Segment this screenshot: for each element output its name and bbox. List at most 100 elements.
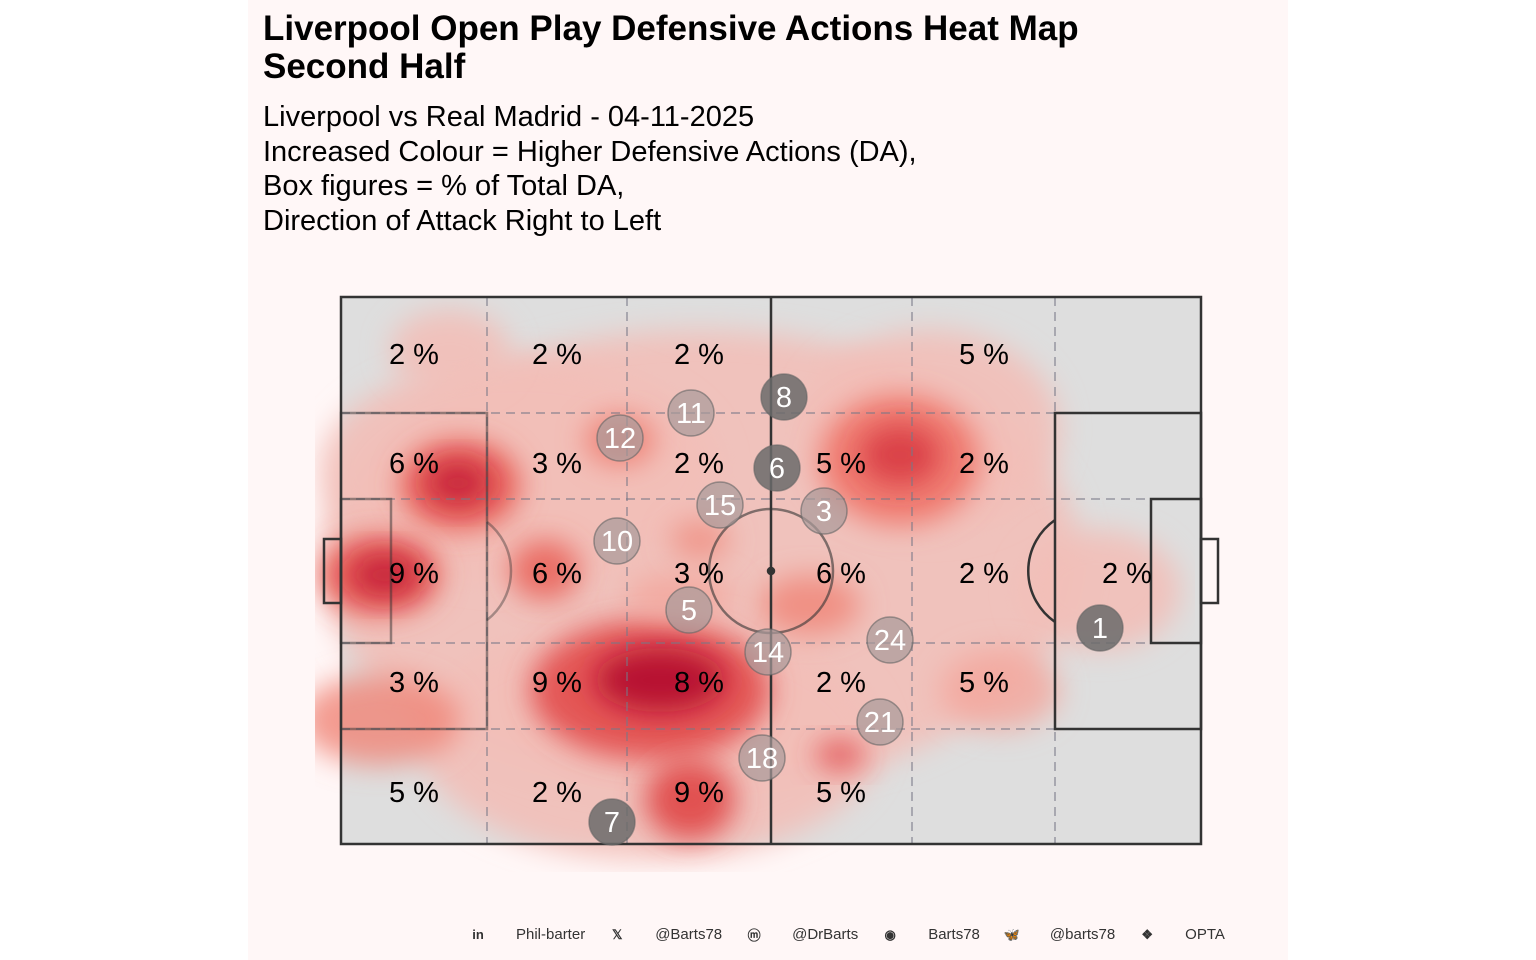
marker-circle	[800, 487, 848, 535]
player-marker: 24	[866, 616, 914, 664]
marker-circle	[744, 628, 792, 676]
footer-text: @DrBarts	[792, 926, 859, 943]
player-marker: 14	[744, 628, 792, 676]
right-penalty-arc	[1027, 518, 1056, 624]
density-blob	[940, 650, 1060, 730]
density-layer	[315, 310, 1180, 860]
marker-circle	[753, 444, 801, 492]
marker-circle	[866, 616, 914, 664]
zone-percentage: 2 %	[674, 448, 724, 480]
right-goal	[1199, 537, 1220, 605]
x-icon[interactable]: 𝕏	[611, 926, 623, 942]
zone-percentage: 5 %	[389, 777, 439, 809]
zone-percentage: 3 %	[532, 448, 582, 480]
density-blob	[350, 553, 420, 597]
marker-circle	[588, 798, 636, 846]
density-blob	[645, 760, 735, 840]
zone-percentage: 3 %	[674, 558, 724, 590]
marker-circle	[738, 734, 786, 782]
marker-circle	[760, 373, 808, 421]
chart-title: Liverpool Open Play Defensive Actions He…	[263, 10, 1079, 86]
subtitle-line: Liverpool vs Real Madrid - 04-11-2025	[263, 101, 755, 133]
player-number: 24	[874, 625, 906, 657]
player-marker: 12	[596, 414, 644, 462]
centre-spot	[766, 566, 776, 576]
github-icon[interactable]: ◉	[884, 926, 896, 942]
player-marker: 1	[1076, 604, 1124, 652]
marker-circle	[856, 698, 904, 746]
zone-percentage: 5 %	[816, 777, 866, 809]
zone-percentage: 8 %	[674, 667, 724, 699]
player-marker: 11	[667, 389, 715, 437]
title-line-2: Second Half	[263, 47, 466, 86]
zone-percentage: 2 %	[816, 667, 866, 699]
player-marker: 7	[588, 798, 636, 846]
marker-circle	[696, 481, 744, 529]
subtitle-line: Direction of Attack Right to Left	[263, 204, 662, 237]
zone-percentage: 2 %	[532, 339, 582, 371]
zone-percentage: 6 %	[816, 558, 866, 590]
zone-percentage: 6 %	[389, 448, 439, 480]
title-line-1: Liverpool Open Play Defensive Actions He…	[263, 9, 1079, 48]
player-number: 6	[769, 453, 785, 485]
player-number: 14	[752, 637, 784, 669]
bluesky-icon[interactable]: 🦋	[1003, 926, 1020, 942]
player-number: 3	[816, 496, 832, 528]
player-marker: 8	[760, 373, 808, 421]
subtitle-line: Increased Colour = Higher Defensive Acti…	[263, 135, 917, 168]
player-marker: 21	[856, 698, 904, 746]
zone-percentage: 9 %	[674, 777, 724, 809]
density-blob	[860, 425, 940, 485]
density-blob	[390, 310, 510, 390]
density-blob	[426, 461, 490, 505]
zone-labels: 2 % 2 % 2 % 5 % 6 % 3 % 2 % 5 % 2 % 9 % 6 % 3 % 6 % 2…	[389, 339, 1152, 809]
footer-text: @Barts78	[655, 926, 723, 943]
zone-percentage: 2 %	[674, 339, 724, 371]
footer-text: Barts78	[928, 926, 980, 943]
density-blob	[815, 740, 865, 770]
density-blob	[1020, 530, 1180, 650]
player-number: 1	[1092, 613, 1108, 645]
left-penalty-arc	[486, 521, 513, 621]
linkedin-icon[interactable]: in	[472, 927, 484, 942]
player-number: 7	[604, 807, 620, 839]
player-marker: 10	[593, 517, 641, 565]
density-blob	[315, 675, 460, 765]
zone-percentage: 5 %	[959, 667, 1009, 699]
density-blob	[670, 520, 730, 560]
zone-percentage: 5 %	[959, 339, 1009, 371]
marker-circle	[593, 517, 641, 565]
marker-circle	[667, 389, 715, 437]
player-marker: 15	[696, 481, 744, 529]
player-number: 11	[676, 398, 706, 430]
player-number: 5	[681, 595, 697, 627]
left-goal	[322, 537, 343, 605]
player-number: 18	[746, 743, 778, 775]
subtitle-line: Box figures = % of Total DA,	[263, 170, 625, 202]
zone-percentage: 9 %	[389, 558, 439, 590]
marker-circle	[1076, 604, 1124, 652]
mastodon-icon[interactable]: ⓜ	[747, 928, 761, 943]
density-blob	[760, 575, 860, 635]
zone-percentage: 2 %	[532, 777, 582, 809]
marker-circle	[596, 414, 644, 462]
player-number: 10	[601, 526, 633, 558]
marker-circle	[665, 586, 713, 634]
player-markers: 8 11 12 6 15 3 10 5 14 24 21 1 7 18	[588, 373, 1124, 846]
footer-credits: in Phil-barter 𝕏 @Barts78 ⓜ @DrBarts ◉ Barts…	[470, 926, 1249, 943]
player-marker: 3	[800, 487, 848, 535]
player-marker: 18	[738, 734, 786, 782]
zone-percentage: 3 %	[389, 667, 439, 699]
player-number: 12	[604, 423, 636, 455]
player-number: 8	[776, 382, 792, 414]
dropbox-icon[interactable]: ❖	[1141, 926, 1153, 942]
zone-percentage: 2 %	[389, 339, 439, 371]
player-number: 15	[704, 490, 736, 522]
zone-percentage: 6 %	[532, 558, 582, 590]
zone-percentage: 2 %	[959, 558, 1009, 590]
player-marker: 6	[753, 444, 801, 492]
density-blob	[510, 540, 580, 600]
footer-text: Phil-barter	[516, 926, 586, 943]
player-marker: 5	[665, 586, 713, 634]
zone-percentage: 5 %	[816, 448, 866, 480]
